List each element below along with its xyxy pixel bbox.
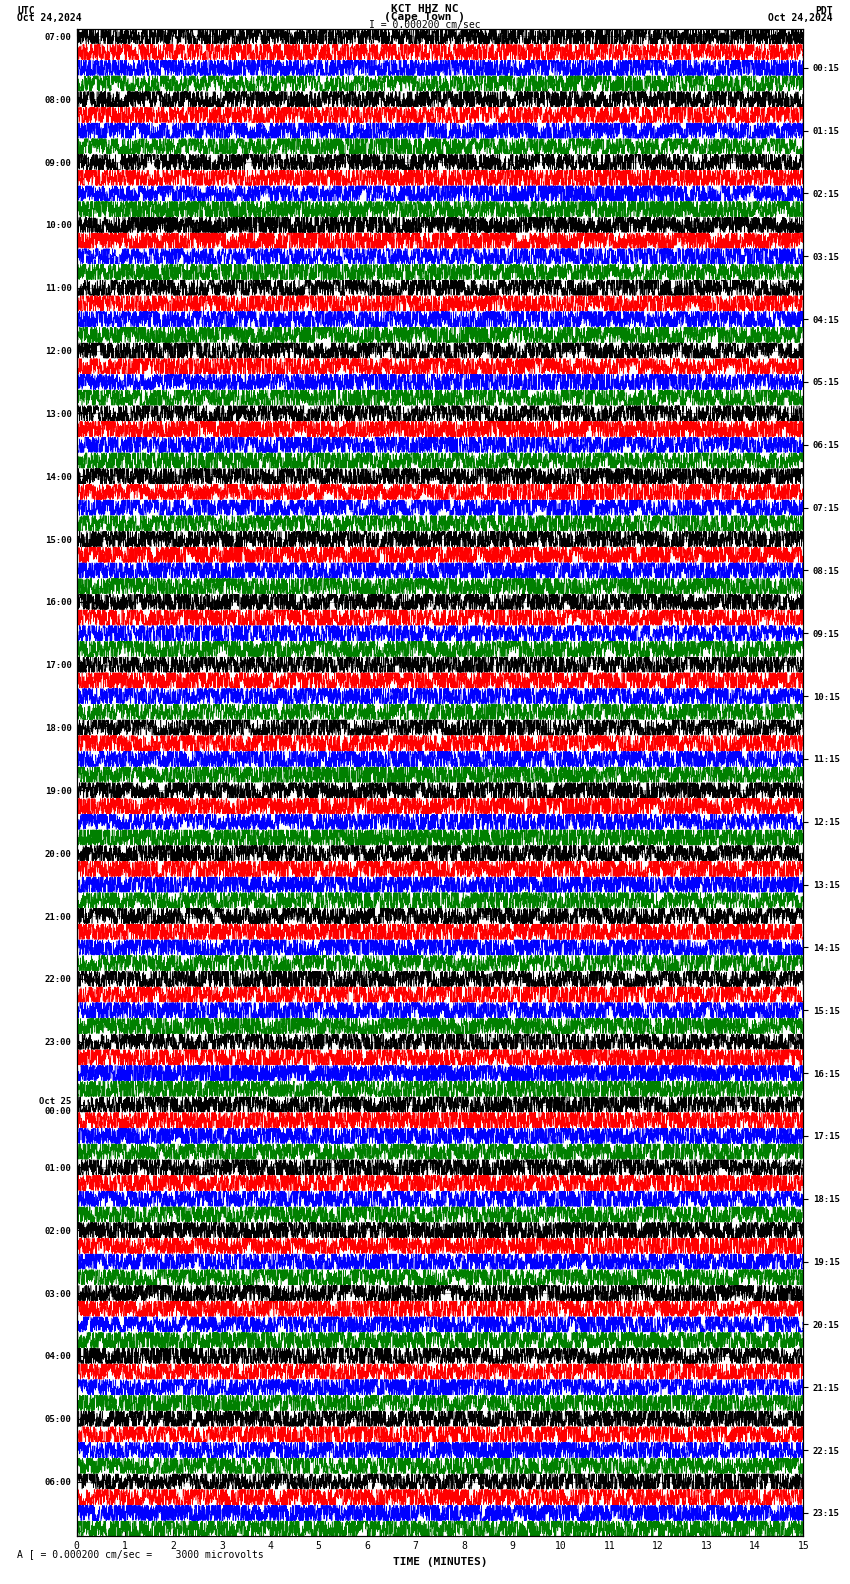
Text: I = 0.000200 cm/sec: I = 0.000200 cm/sec: [369, 19, 481, 30]
Text: A [ = 0.000200 cm/sec =    3000 microvolts: A [ = 0.000200 cm/sec = 3000 microvolts: [17, 1549, 264, 1559]
Text: PDT: PDT: [815, 5, 833, 16]
Text: KCT HHZ NC: KCT HHZ NC: [391, 3, 459, 14]
Text: Oct 24,2024: Oct 24,2024: [17, 13, 82, 24]
Text: UTC: UTC: [17, 5, 35, 16]
X-axis label: TIME (MINUTES): TIME (MINUTES): [393, 1557, 487, 1567]
Text: (Cape Town ): (Cape Town ): [384, 11, 466, 22]
Text: Oct 24,2024: Oct 24,2024: [768, 13, 833, 24]
